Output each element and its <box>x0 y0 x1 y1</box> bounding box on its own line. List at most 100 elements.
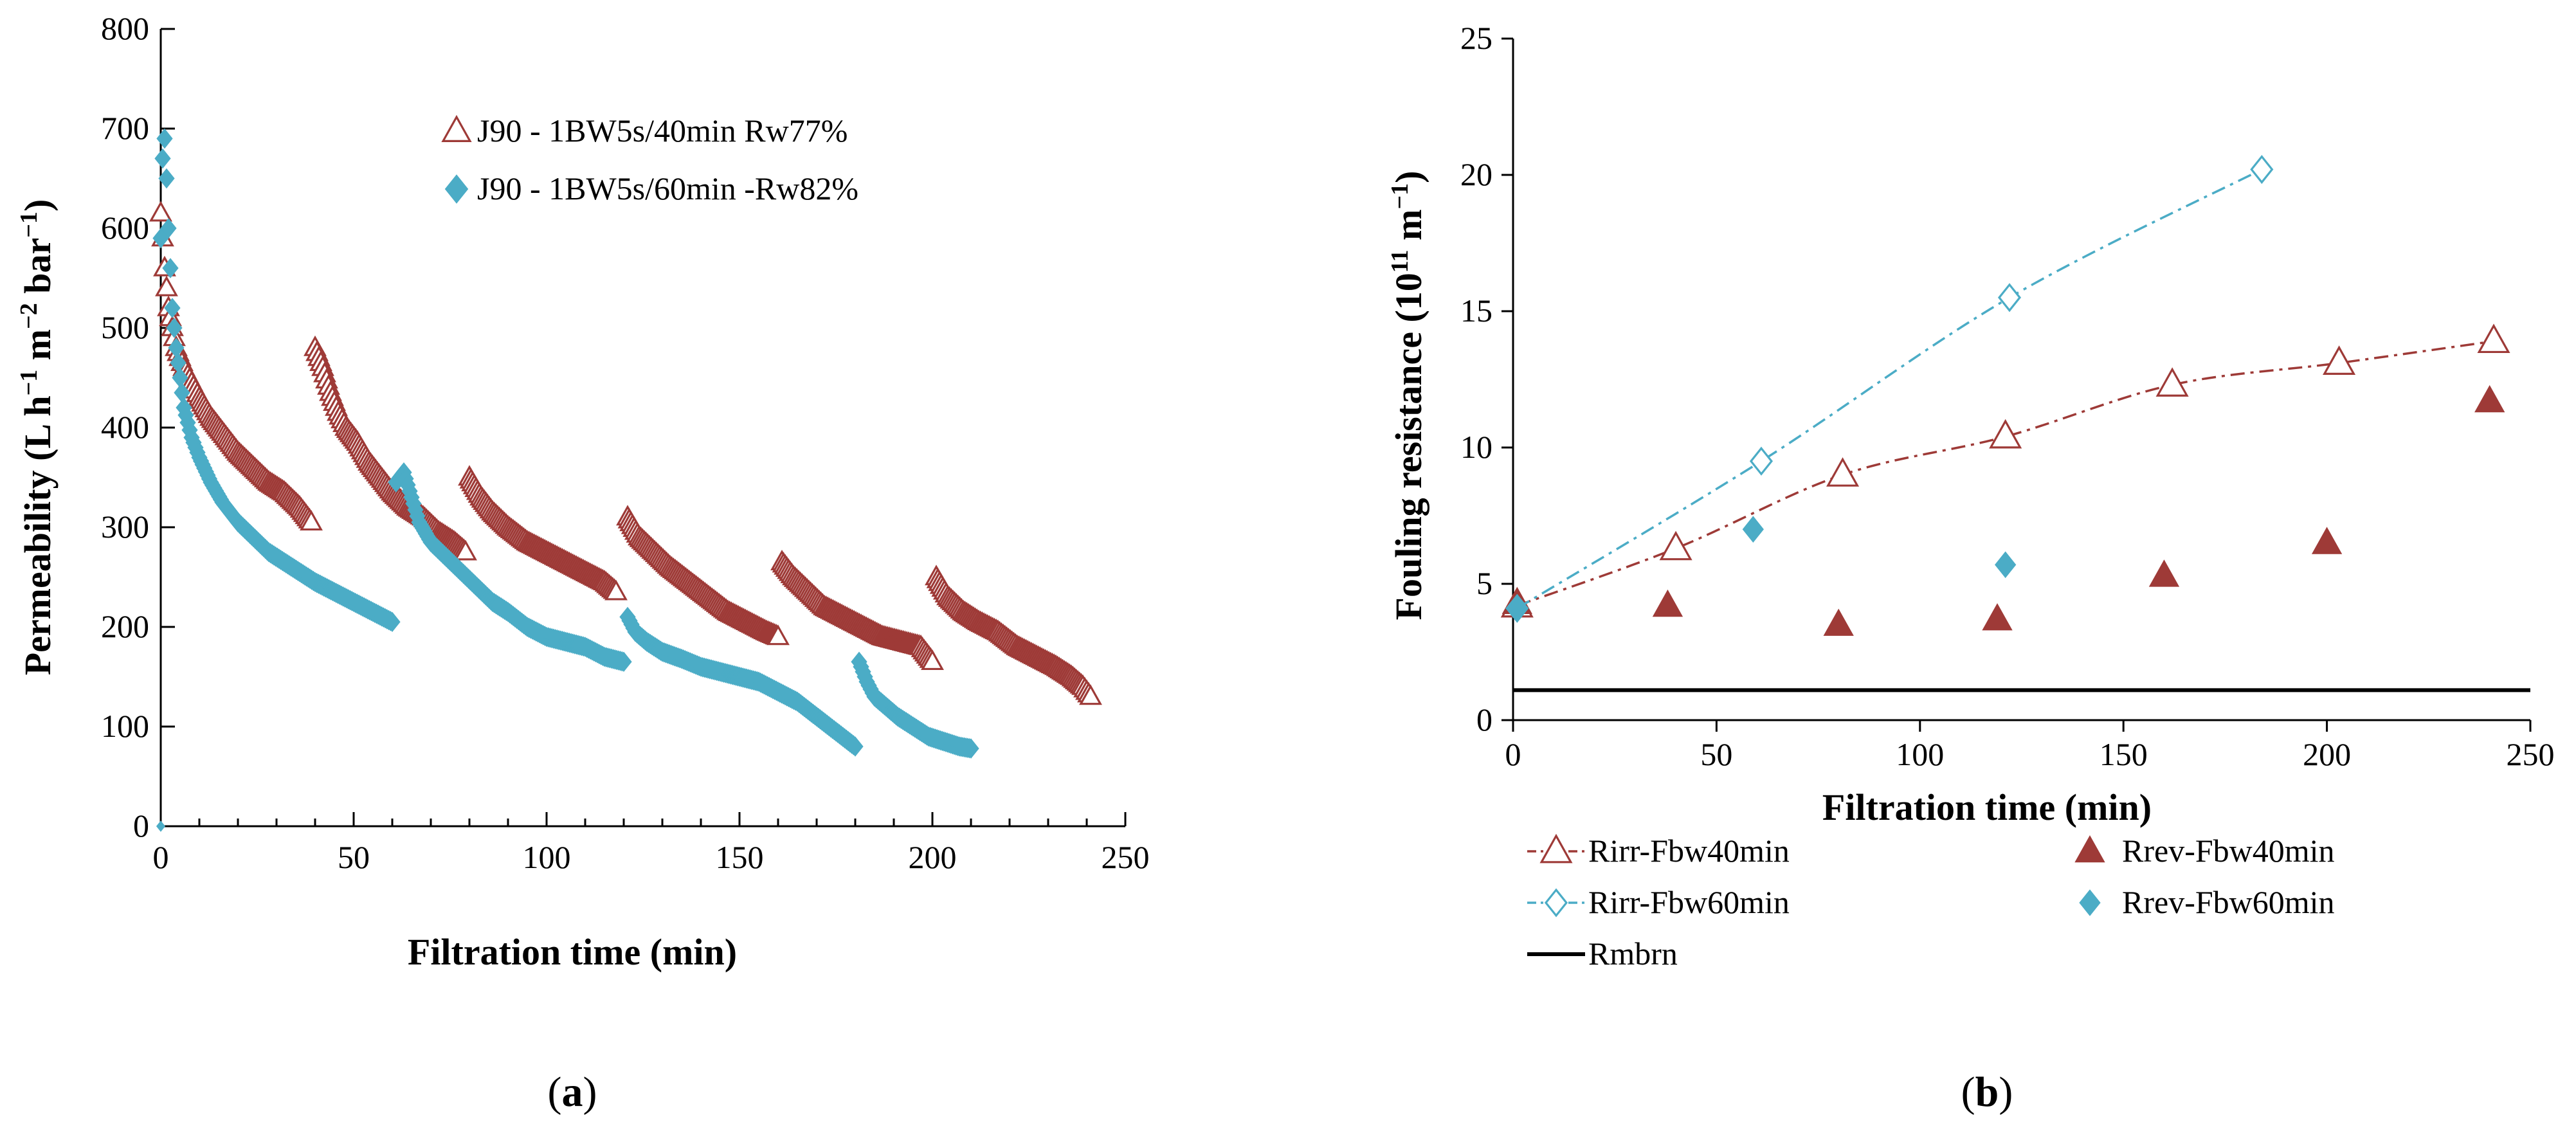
chart-b-legend-label-1: Rirr-Fbw40min <box>1588 833 1790 869</box>
chart-b-point <box>2311 527 2343 554</box>
chart-b-point <box>2477 323 2510 354</box>
chart-b-point <box>1659 530 1692 561</box>
chart-b-x-tick-label: 0 <box>1505 736 1521 772</box>
chart-a: 0 100 200 300 400 500 600 700 800 0 50 100 150 200 250… <box>15 10 1150 1116</box>
chart-a-legend: J90 - 1BW5s/40min Rw77% J90 - 1BW5s/60min… <box>441 113 858 206</box>
chart-b-x-tick-label: 150 <box>2100 736 2148 772</box>
chart-b-point <box>1823 608 1854 636</box>
chart-b-legend-marker-4 <box>2079 889 2101 916</box>
chart-b-legend-marker-3 <box>1544 888 1568 918</box>
chart-b-x-axis-title: Filtration time (min) <box>1822 786 2152 828</box>
chart-a-y-tick-label: 400 <box>101 409 149 445</box>
chart-b-point <box>1506 595 1528 622</box>
y-axis-title-part: −1 <box>15 212 42 238</box>
chart-b-x-tick-label: 100 <box>1896 736 1944 772</box>
chart-b-panel-label: (b) <box>1961 1069 2013 1116</box>
chart-b-legend-label-4: Rrev-Fbw60min <box>2122 884 2335 920</box>
chart-b-point <box>2474 385 2505 413</box>
chart-a-y-tick-label: 600 <box>101 210 149 246</box>
chart-b-legend-label-5: Rmbrn <box>1588 936 1678 972</box>
y-axis-title-part: m <box>1388 210 1429 250</box>
chart-a-point <box>963 738 979 759</box>
chart-a-point <box>154 148 171 169</box>
chart-b-series-4 <box>1506 516 2017 622</box>
chart-b-legend-marker-2 <box>2074 835 2105 863</box>
chart-a-point <box>1079 684 1102 705</box>
chart-a-legend-marker-2 <box>444 174 469 204</box>
chart-b-point <box>1826 457 1860 487</box>
chart-a-point <box>155 275 178 296</box>
chart-a-panel-label: (a) <box>548 1069 597 1116</box>
chart-b-point <box>2250 154 2274 185</box>
chart-a-x-tick-label: 200 <box>909 839 957 875</box>
chart-a-point <box>162 258 179 278</box>
chart-b-point <box>1652 589 1683 617</box>
chart-a-y-axis-title: Permeability (L h−1 m−2 bar−1) <box>15 199 59 676</box>
chart-a-x-tick-label: 50 <box>338 839 370 875</box>
chart-b-y-tick-label: 20 <box>1460 156 1492 192</box>
chart-b-legend-marker-1 <box>1539 833 1573 864</box>
chart-a-panel-letter: a <box>562 1069 583 1116</box>
chart-a-x-tick-label: 100 <box>523 839 571 875</box>
chart-b-point <box>2148 559 2180 587</box>
chart-a-plot-area: 0 100 200 300 400 500 600 700 800 0 50 100 150 200 250 <box>101 10 1150 875</box>
chart-a-legend-label-2: J90 - 1BW5s/60min -Rw82% <box>477 170 858 206</box>
chart-a-point <box>300 509 323 531</box>
chart-a-y-tick-label: 700 <box>101 110 149 146</box>
chart-b-x-tick-label: 200 <box>2303 736 2351 772</box>
chart-b-y-tick-label: 25 <box>1460 20 1492 56</box>
y-axis-title-part: 11 <box>1386 249 1413 273</box>
chart-b-x-tick-label: 50 <box>1700 736 1732 772</box>
chart-a-y-tick-label: 800 <box>101 10 149 46</box>
y-axis-title-part: Permeability (L h <box>17 395 59 675</box>
chart-a-y-tick-label: 100 <box>101 708 149 744</box>
chart-a-x-tick-label: 0 <box>153 839 169 875</box>
chart-b-y-tick-label: 10 <box>1460 429 1492 465</box>
chart-a-x-tick-label: 150 <box>716 839 764 875</box>
chart-a-y-tick-label: 500 <box>101 309 149 345</box>
chart-a-point <box>149 201 172 222</box>
chart-a-point <box>166 318 183 338</box>
chart-b-point <box>1742 516 1764 543</box>
chart-b-point <box>1989 419 2022 449</box>
chart-a-y-tick-label: 200 <box>101 608 149 644</box>
y-axis-title-part: −1 <box>15 370 42 396</box>
chart-a-point <box>921 649 944 671</box>
chart-a-point <box>158 168 175 189</box>
chart-b-x-tick-label: 250 <box>2507 736 2555 772</box>
chart-b-legend-label-2: Rrev-Fbw40min <box>2122 833 2335 869</box>
chart-a-point <box>156 820 166 832</box>
chart-b-legend-label-3: Rirr-Fbw60min <box>1588 884 1790 920</box>
chart-a-point <box>847 736 864 757</box>
chart-b-point <box>1749 446 1773 476</box>
y-axis-title-part: ) <box>1388 171 1429 183</box>
chart-a-point <box>384 611 401 633</box>
chart-b-y-tick-label: 15 <box>1460 293 1492 329</box>
y-axis-title-part: bar <box>17 238 59 303</box>
chart-a-point <box>164 298 181 318</box>
chart-a-y-tick-label: 0 <box>133 808 149 844</box>
chart-a-point <box>604 579 628 601</box>
chart-b-panel-letter: b <box>1975 1069 1999 1116</box>
chart-b-y-tick-label: 5 <box>1476 565 1492 601</box>
chart-b-y-axis-title: Fouling resistance (1011 m−1) <box>1386 171 1429 620</box>
chart-a-legend-marker-1 <box>441 114 472 142</box>
chart-b-point <box>1982 603 2013 631</box>
y-axis-title-part: −2 <box>15 303 42 329</box>
y-axis-title-part: Fouling resistance (10 <box>1388 273 1429 620</box>
y-axis-title-part: −1 <box>1386 183 1413 210</box>
chart-a-point <box>615 651 632 673</box>
chart-b-point <box>1995 551 2017 579</box>
chart-a-point <box>766 624 790 646</box>
chart-b-point <box>2323 345 2356 375</box>
chart-a-x-tick-label: 250 <box>1102 839 1150 875</box>
chart-b-point <box>1997 283 2022 312</box>
chart-a-point <box>454 539 477 561</box>
y-axis-title-part: ) <box>17 199 59 212</box>
y-axis-title-part: m <box>17 329 59 370</box>
chart-a-series-1 <box>149 201 1102 705</box>
chart-b-y-tick-label: 0 <box>1476 701 1492 737</box>
